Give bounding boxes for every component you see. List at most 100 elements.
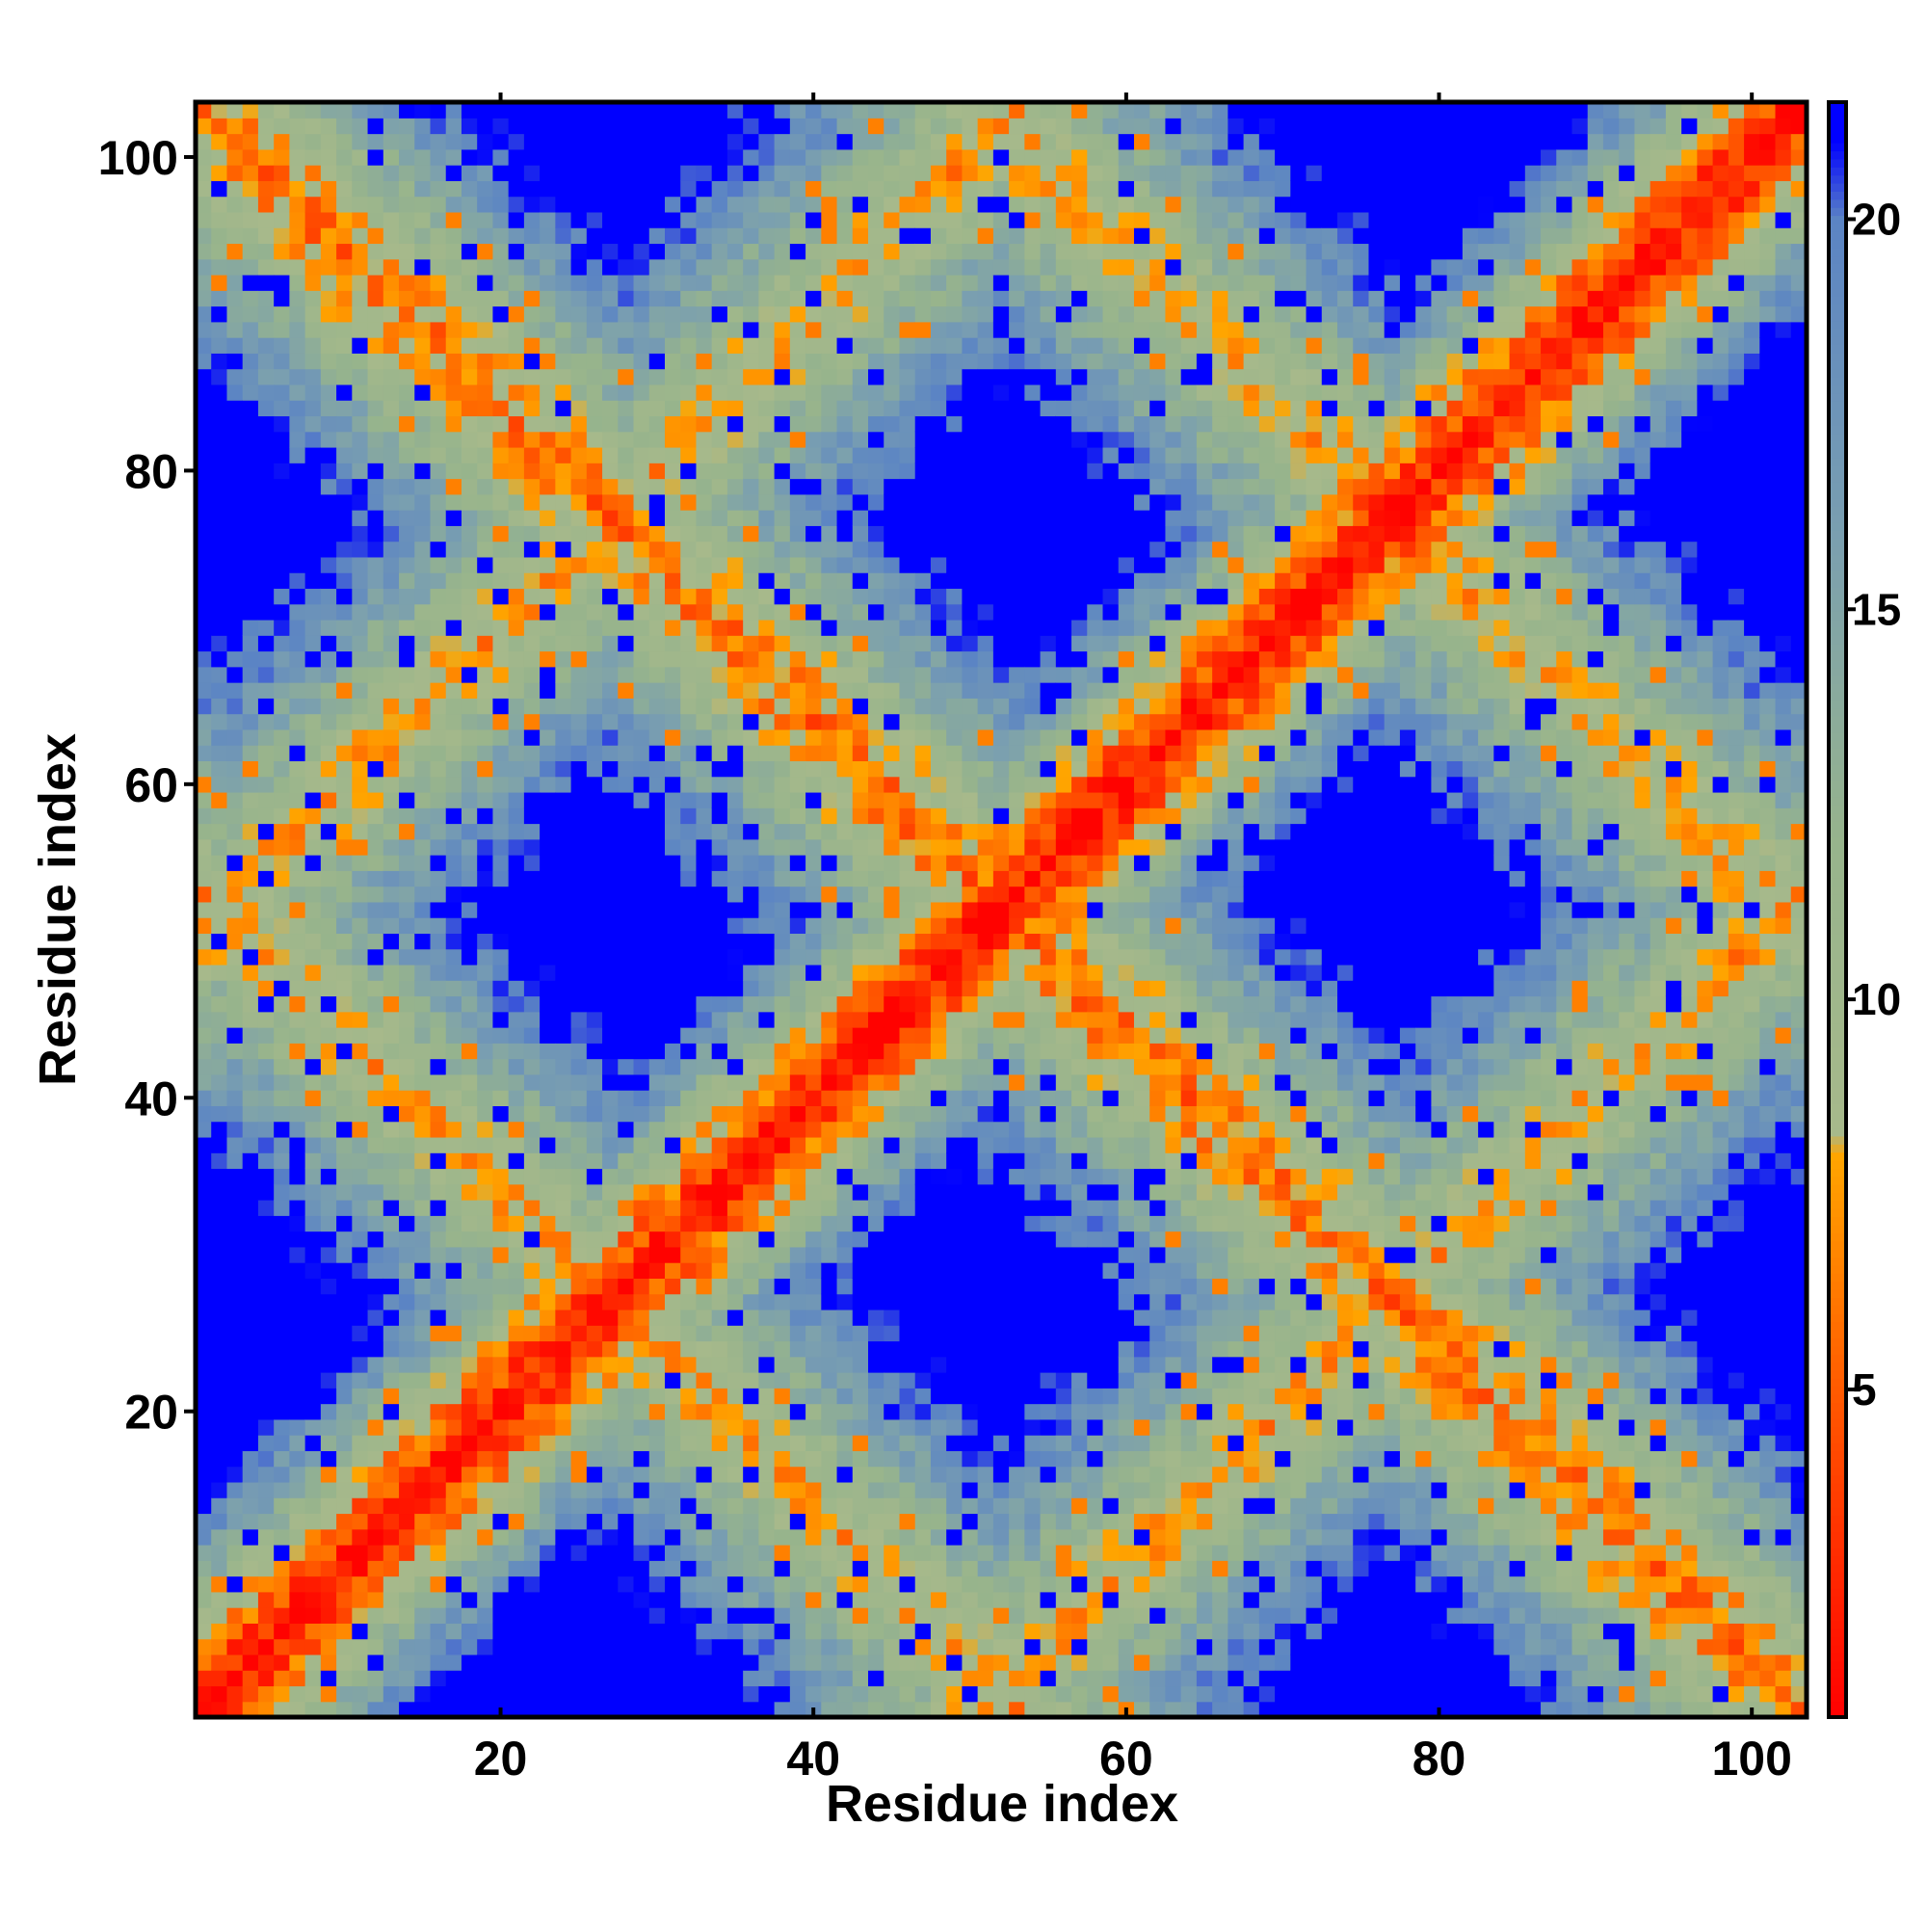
- heatmap-cell: [868, 1481, 884, 1498]
- heatmap-cell: [430, 525, 447, 543]
- heatmap-cell: [852, 1497, 869, 1515]
- heatmap-cell: [257, 463, 275, 480]
- heatmap-cell: [383, 258, 400, 276]
- heatmap-cell: [383, 243, 400, 260]
- heatmap-cell: [242, 290, 259, 307]
- heatmap-cell: [774, 1011, 791, 1028]
- heatmap-cell: [492, 1418, 510, 1436]
- heatmap-cell: [711, 1168, 728, 1185]
- heatmap-cell: [930, 776, 947, 793]
- heatmap-cell: [257, 838, 275, 856]
- heatmap-cell: [618, 933, 635, 950]
- heatmap-cell: [445, 1246, 462, 1263]
- heatmap-cell: [304, 353, 322, 370]
- heatmap-cell: [523, 1356, 541, 1373]
- heatmap-cell: [633, 1591, 650, 1608]
- heatmap-cell: [914, 1403, 932, 1420]
- heatmap-cell: [789, 1246, 806, 1263]
- heatmap-cell: [821, 588, 838, 605]
- heatmap-cell: [711, 995, 728, 1013]
- heatmap-cell: [758, 1231, 776, 1248]
- heatmap-cell: [743, 1183, 759, 1201]
- heatmap-cell: [821, 1372, 838, 1389]
- heatmap-cell: [805, 728, 822, 746]
- heatmap-cell: [805, 148, 822, 166]
- heatmap-cell: [648, 1043, 666, 1060]
- heatmap-cell: [726, 1466, 744, 1483]
- heatmap-cell: [414, 650, 432, 668]
- heatmap-cell: [383, 1011, 400, 1028]
- heatmap-cell: [914, 995, 932, 1013]
- heatmap-cell: [633, 165, 650, 181]
- heatmap-cell: [461, 698, 478, 715]
- heatmap-cell: [274, 510, 290, 526]
- heatmap-cell: [726, 1027, 744, 1044]
- heatmap-cell: [430, 682, 447, 699]
- heatmap-cell: [477, 1388, 494, 1405]
- heatmap-cell: [477, 1591, 494, 1608]
- heatmap-cell: [540, 1183, 556, 1201]
- heatmap-cell: [383, 431, 400, 448]
- heatmap-cell: [884, 948, 901, 966]
- heatmap-cell: [633, 1168, 650, 1185]
- heatmap-cell: [774, 525, 791, 543]
- heatmap-cell: [477, 1654, 494, 1671]
- heatmap-cell: [899, 1701, 916, 1718]
- heatmap-cell: [445, 603, 462, 621]
- heatmap-cell: [430, 1231, 447, 1248]
- heatmap-cell: [726, 431, 744, 448]
- heatmap-cell: [414, 1011, 432, 1028]
- heatmap-cell: [352, 728, 369, 746]
- heatmap-cell: [289, 1073, 306, 1091]
- heatmap-cell: [274, 1262, 290, 1279]
- heatmap-cell: [633, 1670, 650, 1687]
- heatmap-cell: [648, 1435, 666, 1451]
- heatmap-cell: [523, 1654, 541, 1671]
- heatmap-cell: [304, 760, 322, 778]
- heatmap-cell: [696, 964, 713, 981]
- heatmap-cell: [868, 698, 884, 715]
- heatmap-cell: [367, 1121, 384, 1138]
- heatmap-cell: [196, 1560, 212, 1577]
- heatmap-cell: [664, 1090, 681, 1106]
- heatmap-cell: [743, 1058, 759, 1075]
- heatmap-cell: [852, 1528, 869, 1546]
- heatmap-cell: [884, 635, 901, 652]
- heatmap-cell: [789, 337, 806, 354]
- heatmap-cell: [868, 1545, 884, 1561]
- heatmap-cell: [648, 384, 666, 401]
- heatmap-cell: [711, 400, 728, 417]
- heatmap-cell: [836, 1388, 854, 1405]
- heatmap-cell: [367, 745, 384, 762]
- heatmap-cell: [352, 1200, 369, 1216]
- heatmap-cell: [618, 1481, 635, 1498]
- heatmap-cell: [618, 760, 635, 778]
- heatmap-cell: [789, 619, 806, 636]
- heatmap-cell: [211, 321, 228, 338]
- heatmap-cell: [304, 337, 322, 354]
- heatmap-cell: [726, 290, 744, 307]
- heatmap-cell: [821, 1215, 838, 1232]
- heatmap-cell: [758, 1073, 776, 1091]
- heatmap-cell: [399, 321, 415, 338]
- heatmap-cell: [774, 1058, 791, 1075]
- heatmap-cell: [257, 855, 275, 871]
- heatmap-cell: [383, 823, 400, 840]
- heatmap-cell: [711, 1623, 728, 1640]
- heatmap-cell: [461, 1058, 478, 1075]
- heatmap-cell: [633, 525, 650, 543]
- heatmap-cell: [257, 1136, 275, 1153]
- heatmap-cell: [696, 1200, 713, 1216]
- heatmap-cell: [211, 290, 228, 307]
- heatmap-cell: [914, 1591, 932, 1608]
- heatmap-cell: [711, 1356, 728, 1373]
- heatmap-cell: [914, 745, 932, 762]
- heatmap-cell: [680, 243, 698, 260]
- heatmap-cell: [805, 682, 822, 699]
- heatmap-cell: [477, 1607, 494, 1624]
- heatmap-cell: [445, 1262, 462, 1279]
- heatmap-cell: [367, 556, 384, 573]
- heatmap-cell: [211, 446, 228, 463]
- heatmap-cell: [586, 1011, 603, 1028]
- heatmap-cell: [930, 1168, 947, 1185]
